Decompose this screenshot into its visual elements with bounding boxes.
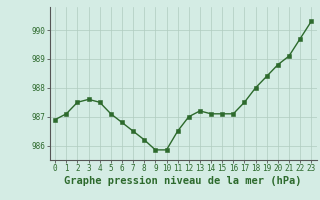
X-axis label: Graphe pression niveau de la mer (hPa): Graphe pression niveau de la mer (hPa)	[64, 176, 302, 186]
